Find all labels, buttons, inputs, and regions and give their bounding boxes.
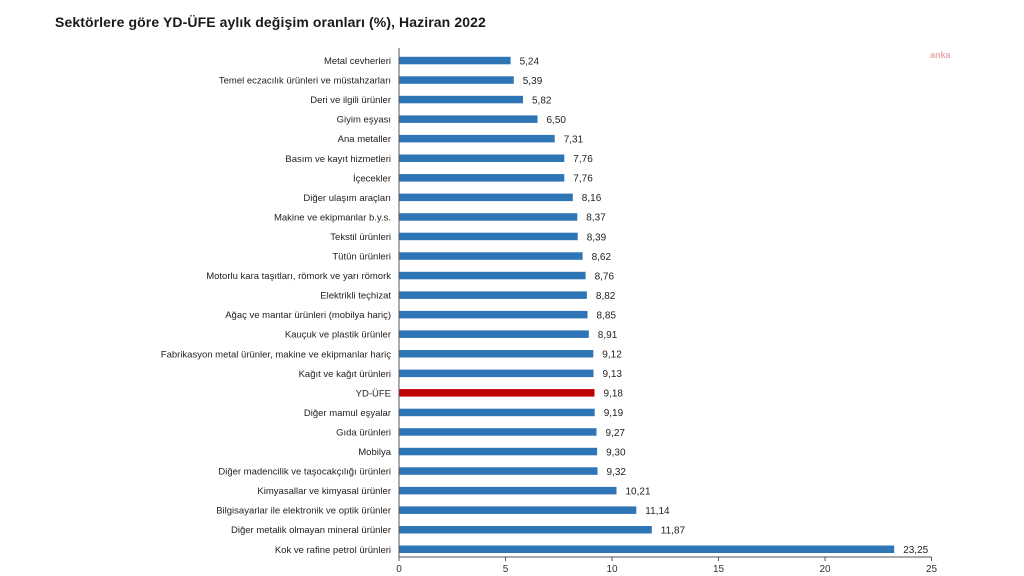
value-label-5: 7,76 — [573, 154, 593, 165]
bar-1 — [399, 76, 514, 84]
value-label-24: 11,87 — [661, 526, 686, 537]
bar-19 — [399, 428, 597, 436]
x-tick-label-5: 25 — [926, 564, 938, 575]
value-label-6: 7,76 — [573, 174, 593, 185]
value-label-15: 9,12 — [602, 350, 622, 361]
value-label-10: 8,62 — [592, 252, 612, 263]
bar-12 — [399, 291, 587, 299]
bar-18 — [399, 408, 595, 417]
bar-7 — [399, 193, 573, 202]
category-label-17: YD-ÜFE — [356, 388, 391, 399]
category-label-18: Diğer mamul eşyalar — [304, 408, 391, 419]
bar-24 — [399, 526, 652, 534]
category-label-12: Elektrikli teçhizat — [320, 291, 391, 302]
value-label-11: 8,76 — [595, 271, 615, 282]
category-label-24: Diğer metalik olmayan mineral ürünler — [231, 525, 391, 536]
bar-13 — [399, 310, 588, 319]
bar-10 — [399, 252, 583, 260]
value-label-16: 9,13 — [603, 369, 623, 380]
category-label-15: Fabrikasyon metal ürünler, makine ve eki… — [161, 349, 391, 360]
bar-14 — [399, 330, 589, 338]
bar-11 — [399, 271, 586, 280]
bar-15 — [399, 350, 594, 358]
x-tick-label-3: 15 — [713, 564, 725, 575]
category-label-7: Diğer ulaşım araçları — [303, 193, 391, 204]
category-label-21: Diğer madencilik ve taşocakçılığı ürünle… — [218, 467, 391, 478]
category-label-11: Motorlu kara taşıtları, römork ve yarı r… — [206, 271, 391, 282]
x-tick-label-4: 20 — [819, 564, 831, 575]
category-label-23: Bilgisayarlar ile elektronik ve optik ür… — [216, 506, 391, 517]
bar-2 — [399, 95, 523, 104]
category-label-19: Gıda ürünleri — [336, 427, 391, 438]
x-tick-label-0: 0 — [396, 564, 402, 575]
category-label-4: Ana metaller — [338, 134, 391, 145]
category-label-8: Makine ve ekipmanlar b.y.s. — [274, 212, 391, 223]
bar-21 — [399, 467, 598, 475]
category-label-5: Basım ve kayıt hizmetleri — [285, 154, 391, 165]
value-label-3: 6,50 — [547, 115, 567, 126]
category-label-0: Metal cevherleri — [324, 56, 391, 67]
bar-23 — [399, 506, 637, 514]
value-label-22: 10,21 — [626, 486, 651, 497]
value-label-14: 8,91 — [598, 330, 618, 341]
bar-5 — [399, 154, 565, 162]
value-label-23: 11,14 — [645, 506, 670, 517]
category-label-13: Ağaç ve mantar ürünleri (mobilya hariç) — [225, 310, 391, 321]
value-label-9: 8,39 — [587, 232, 607, 243]
value-label-21: 9,32 — [607, 467, 627, 478]
category-label-3: Giyim eşyası — [337, 115, 391, 126]
bar-9 — [399, 232, 578, 241]
value-label-1: 5,39 — [523, 76, 543, 87]
x-tick-label-1: 5 — [503, 564, 509, 575]
category-label-9: Tekstil ürünleri — [330, 232, 391, 243]
bar-8 — [399, 213, 578, 221]
category-label-10: Tütün ürünleri — [332, 252, 391, 263]
value-label-8: 8,37 — [586, 213, 606, 224]
value-label-25: 23,25 — [903, 545, 928, 556]
bar-20 — [399, 447, 598, 456]
value-label-4: 7,31 — [564, 135, 584, 146]
bar-4 — [399, 134, 555, 143]
bar-17 — [399, 389, 595, 397]
chart-title: Sektörlere göre YD-ÜFE aylık değişim ora… — [55, 14, 486, 30]
bars-layer: Metal cevherleri 5,24 Temel eczacılık ürün… — [161, 56, 929, 556]
bar-16 — [399, 369, 594, 378]
category-label-6: İçecekler — [353, 173, 391, 184]
value-label-0: 5,24 — [520, 56, 540, 67]
x-tick-label-2: 10 — [606, 564, 618, 575]
value-label-7: 8,16 — [582, 193, 602, 204]
category-label-14: Kauçuk ve plastik ürünler — [285, 330, 391, 341]
bar-22 — [399, 486, 617, 495]
value-label-12: 8,82 — [596, 291, 616, 302]
value-label-19: 9,27 — [606, 428, 626, 439]
category-label-2: Deri ve ilgili ürünler — [310, 95, 391, 106]
value-label-17: 9,18 — [604, 389, 624, 400]
bar-25 — [399, 545, 895, 553]
category-label-25: Kok ve rafine petrol ürünleri — [275, 545, 391, 556]
category-label-22: Kimyasallar ve kimyasal ürünler — [257, 486, 391, 497]
bar-6 — [399, 174, 565, 182]
bar-0 — [399, 56, 511, 65]
value-label-20: 9,30 — [606, 447, 626, 458]
value-label-13: 8,85 — [597, 310, 617, 321]
bar-3 — [399, 115, 538, 123]
watermark-text: anka — [930, 50, 951, 60]
x-axis: 0 5 10 15 20 25 — [396, 48, 937, 575]
value-label-2: 5,82 — [532, 95, 552, 106]
value-label-18: 9,19 — [604, 408, 624, 419]
category-label-16: Kağıt ve kağıt ürünleri — [299, 369, 391, 380]
category-label-1: Temel eczacılık ürünleri ve müstahzarlar… — [219, 76, 391, 87]
category-label-20: Mobilya — [358, 447, 391, 458]
